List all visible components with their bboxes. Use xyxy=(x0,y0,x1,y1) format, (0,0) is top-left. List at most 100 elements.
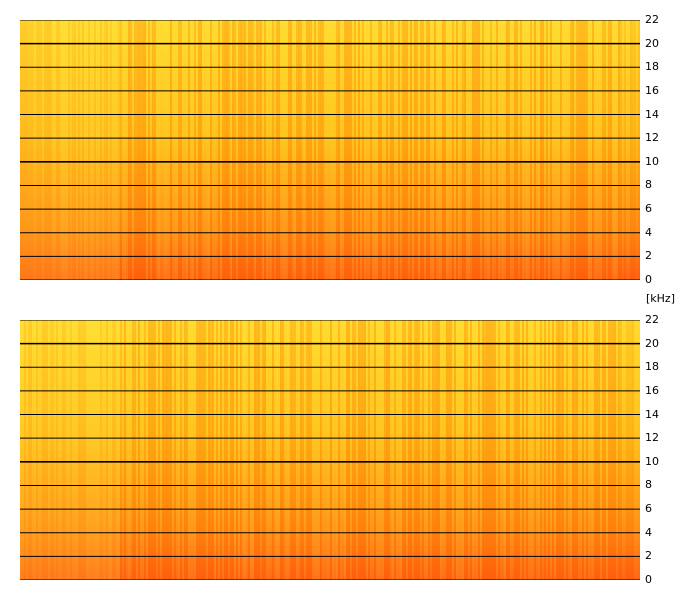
spectrogram-texture xyxy=(438,320,440,580)
spectrogram-texture xyxy=(208,20,210,280)
spectrogram-texture xyxy=(606,320,608,580)
spectrogram-texture xyxy=(542,20,544,280)
spectrogram-texture xyxy=(372,20,374,280)
spectrogram-texture xyxy=(20,320,22,580)
spectrogram-texture xyxy=(504,320,506,580)
spectrogram-texture xyxy=(244,320,246,580)
spectrogram-texture xyxy=(416,320,418,580)
spectrogram-texture xyxy=(220,320,222,580)
spectrogram-texture xyxy=(626,20,628,280)
spectrogram-texture xyxy=(636,20,638,280)
spectrogram-texture xyxy=(318,320,320,580)
spectrogram-texture xyxy=(478,20,480,280)
spectrogram-texture xyxy=(518,320,520,580)
spectrogram-texture xyxy=(506,320,508,580)
y-tick-label-18: 18 xyxy=(645,360,659,374)
spectrogram-texture xyxy=(42,320,44,580)
spectrogram-texture xyxy=(512,320,514,580)
spectrogram-texture xyxy=(136,320,138,580)
spectrogram-texture xyxy=(272,320,274,580)
spectrogram-texture xyxy=(80,320,82,580)
spectrogram-texture xyxy=(570,20,572,280)
spectrogram-texture xyxy=(68,320,70,580)
spectrogram-texture xyxy=(100,320,102,580)
spectrogram-texture xyxy=(308,320,310,580)
spectrogram-texture xyxy=(284,320,286,580)
spectrogram-texture xyxy=(638,320,640,580)
spectrogram-texture xyxy=(330,20,332,280)
spectrogram-texture xyxy=(466,320,468,580)
spectrogram-texture xyxy=(130,320,132,580)
spectrogram-texture xyxy=(32,20,34,280)
spectrogram-texture xyxy=(576,320,578,580)
spectrogram-texture xyxy=(108,320,110,580)
spectrogram-texture xyxy=(342,320,344,580)
spectrogram-texture xyxy=(150,320,152,580)
spectrogram-texture xyxy=(482,20,484,280)
spectrogram-texture xyxy=(412,20,414,280)
spectrogram-texture xyxy=(222,320,224,580)
spectrogram-texture xyxy=(274,320,276,580)
spectrogram-texture xyxy=(454,320,456,580)
spectrogram-texture xyxy=(630,20,632,280)
spectrogram-texture xyxy=(214,20,216,280)
spectrogram-texture xyxy=(34,20,36,280)
spectrogram-texture xyxy=(26,320,28,580)
spectrogram-texture xyxy=(418,20,420,280)
spectrogram-texture xyxy=(600,20,602,280)
spectrogram-texture xyxy=(560,320,562,580)
spectrogram-texture xyxy=(134,320,136,580)
spectrogram-texture xyxy=(122,20,124,280)
spectrogram-texture xyxy=(540,320,542,580)
spectrogram-texture xyxy=(526,320,528,580)
spectrogram-texture xyxy=(78,20,80,280)
spectrogram-texture xyxy=(154,320,156,580)
spectrogram-texture xyxy=(594,320,596,580)
spectrogram-texture xyxy=(418,320,420,580)
spectrogram-texture xyxy=(458,20,460,280)
y-tick-label-4: 4 xyxy=(645,525,652,539)
spectrogram-texture xyxy=(456,20,458,280)
spectrogram-texture xyxy=(382,320,384,580)
spectrogram-texture xyxy=(458,320,460,580)
spectrogram-texture xyxy=(546,20,548,280)
spectrogram-texture xyxy=(468,20,470,280)
spectrogram-texture xyxy=(432,320,434,580)
spectrogram-texture xyxy=(328,320,330,580)
spectrogram-texture xyxy=(176,20,178,280)
y-tick-label-4: 4 xyxy=(645,225,652,239)
spectrogram-texture xyxy=(620,320,622,580)
spectrogram-texture xyxy=(100,20,102,280)
spectrogram-texture xyxy=(386,20,388,280)
spectrogram-texture xyxy=(584,20,586,280)
spectrogram-texture xyxy=(342,20,344,280)
spectrogram-texture xyxy=(490,20,492,280)
spectrogram-texture xyxy=(240,20,242,280)
spectrogram-texture xyxy=(294,320,296,580)
spectrogram-texture xyxy=(614,20,616,280)
spectrogram-texture xyxy=(232,320,234,580)
spectrogram-texture xyxy=(64,20,66,280)
spectrogram-texture xyxy=(122,320,124,580)
spectrogram-texture xyxy=(270,20,272,280)
spectrogram-texture xyxy=(320,20,322,280)
spectrogram-texture xyxy=(158,20,160,280)
spectrogram-texture xyxy=(414,20,416,280)
spectrogram-texture xyxy=(318,20,320,280)
spectrogram-texture xyxy=(564,320,566,580)
spectrogram-texture xyxy=(58,20,60,280)
y-tick-label-10: 10 xyxy=(645,154,659,168)
spectrogram-texture xyxy=(450,320,452,580)
spectrogram-texture xyxy=(322,320,324,580)
spectrogram-texture xyxy=(94,20,96,280)
spectrogram-texture xyxy=(324,320,326,580)
spectrogram-texture xyxy=(378,320,380,580)
spectrogram-texture xyxy=(206,20,208,280)
spectrogram-texture xyxy=(390,320,392,580)
spectrogram-texture xyxy=(406,20,408,280)
spectrogram-texture xyxy=(588,320,590,580)
spectrogram-texture xyxy=(172,320,174,580)
spectrogram-texture xyxy=(34,320,36,580)
spectrogram-texture xyxy=(568,320,570,580)
spectrogram-texture xyxy=(314,20,316,280)
